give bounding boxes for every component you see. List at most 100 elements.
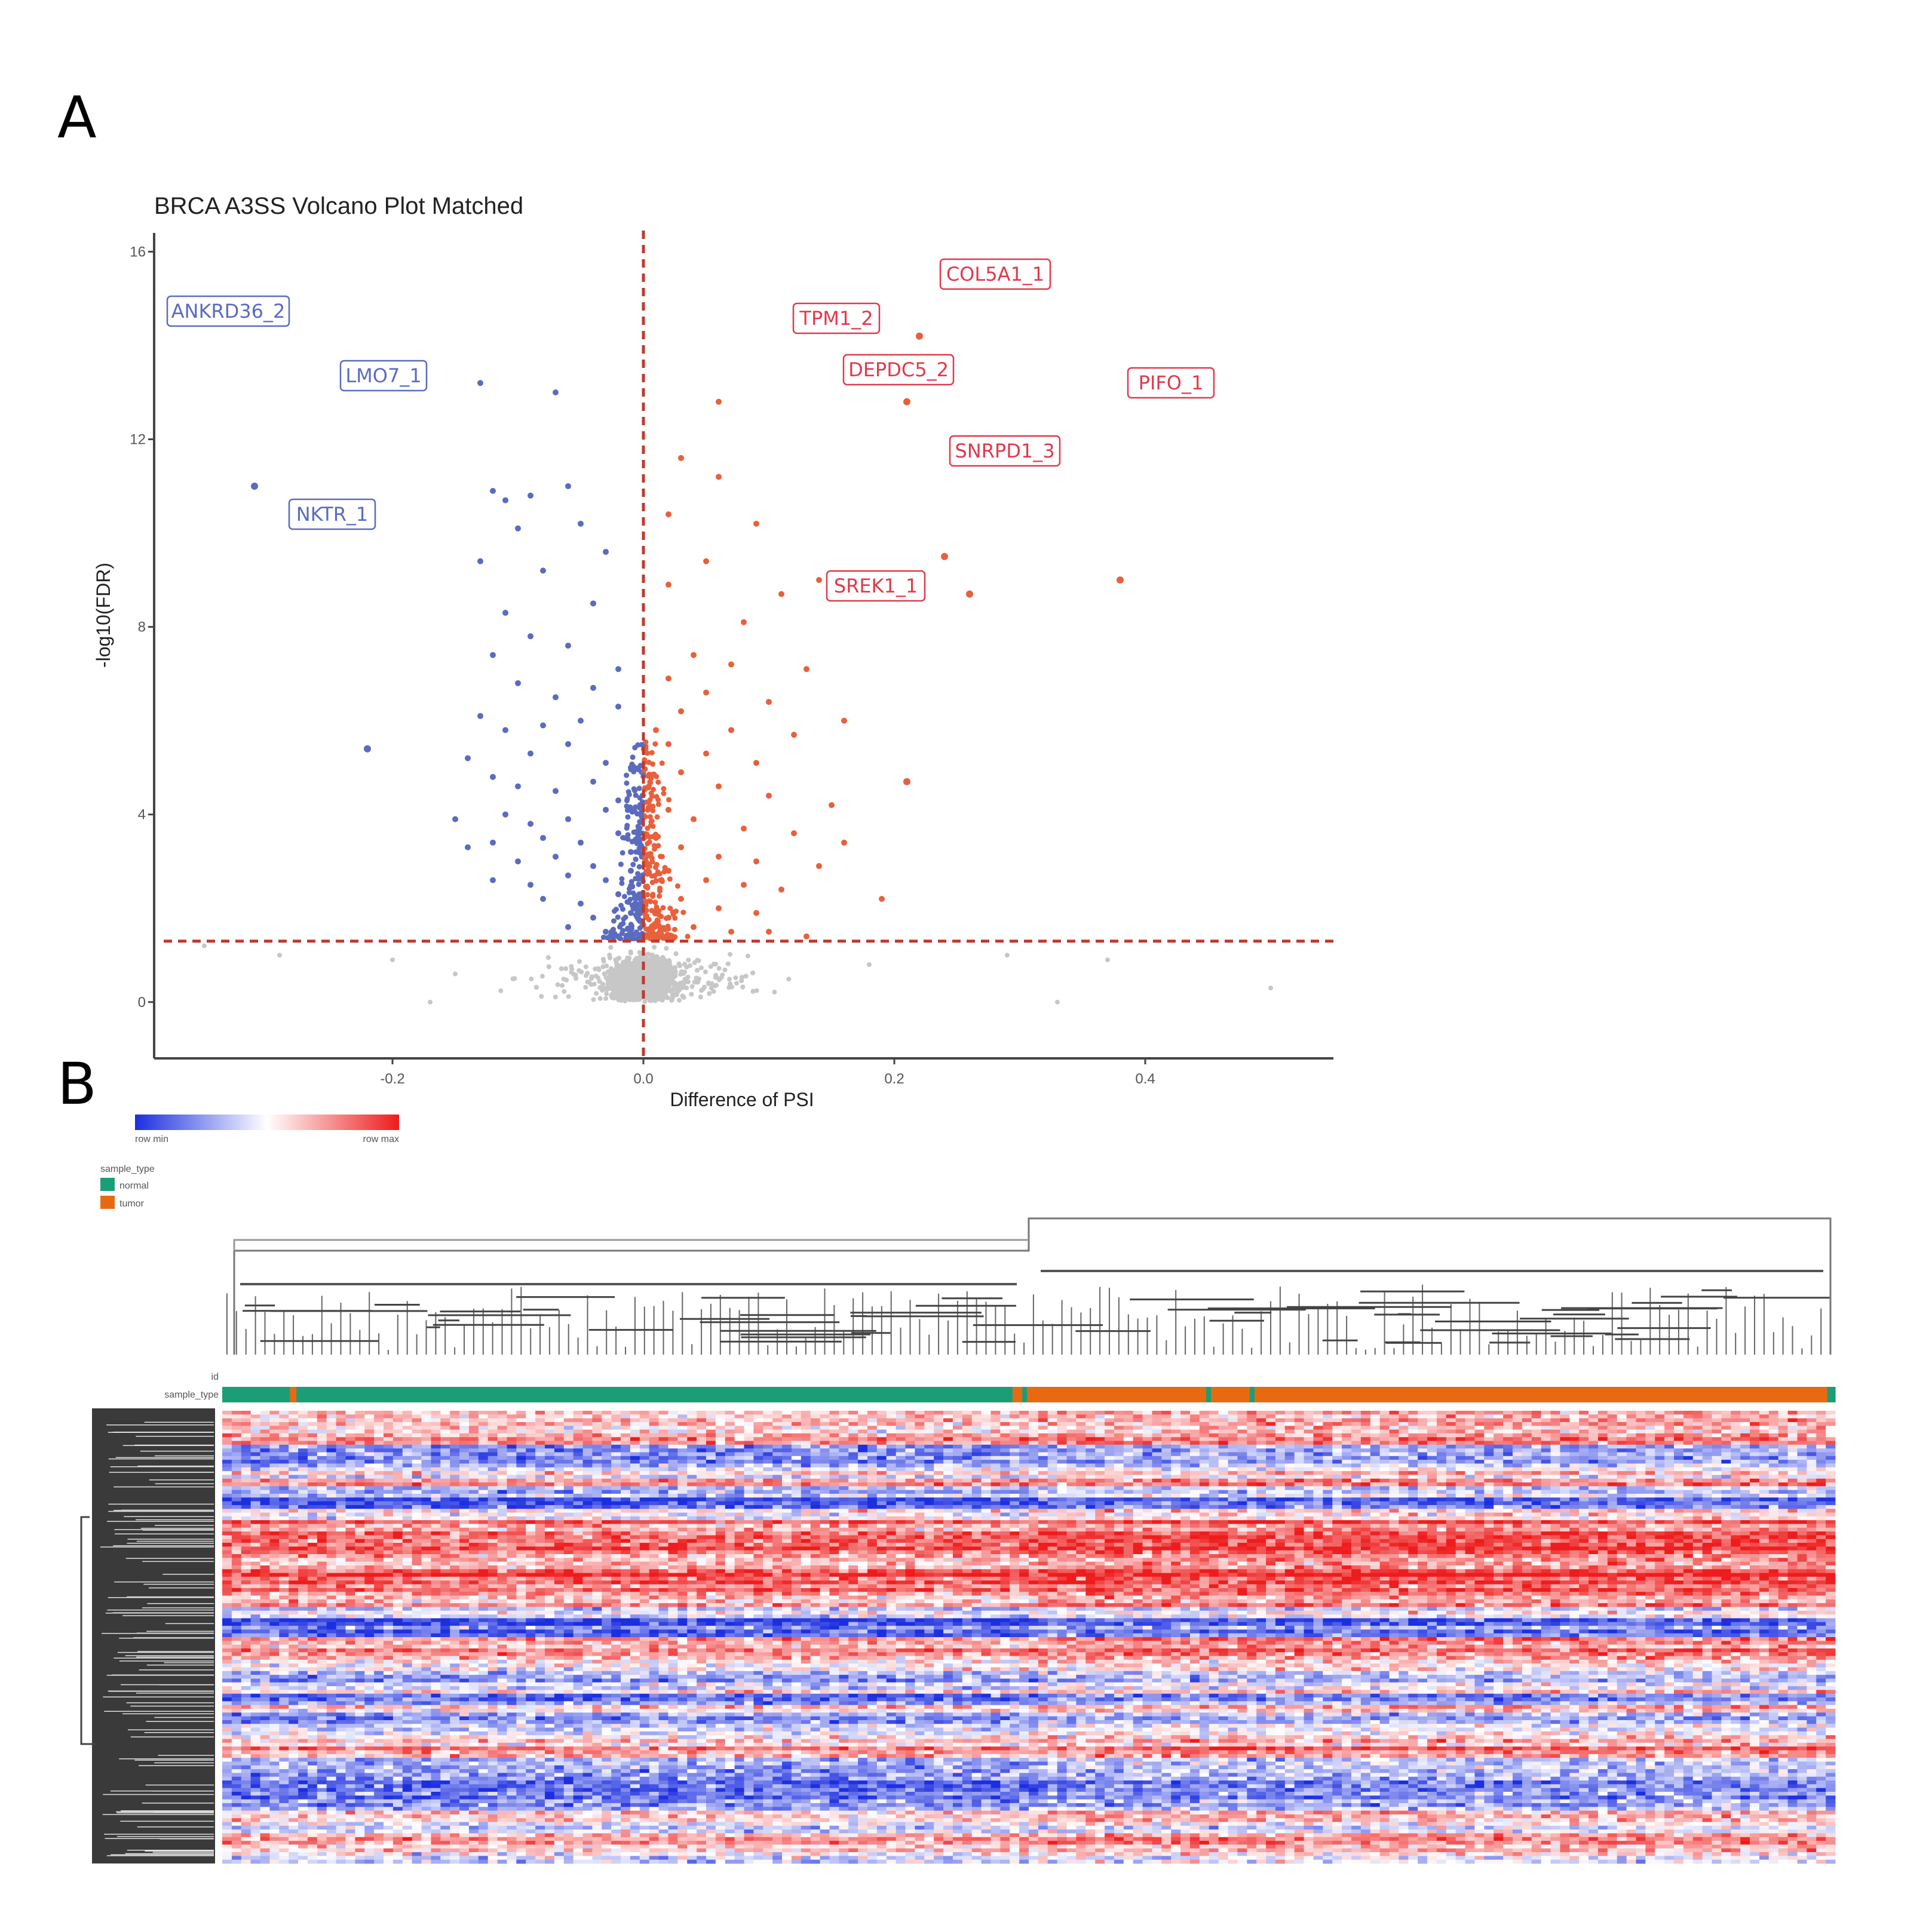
heatmap-cell [1541, 1414, 1551, 1419]
heatmap-cell [905, 1429, 915, 1434]
heatmap-cell [1057, 1422, 1067, 1426]
heatmap-cell [1446, 1441, 1456, 1445]
heatmap-cell [1190, 1426, 1200, 1430]
heatmap-cell [1446, 1414, 1456, 1419]
annotation-segment-tumor [1013, 1387, 1023, 1402]
heatmap-cell [1095, 1414, 1105, 1419]
heatmap-cell [1342, 1429, 1352, 1434]
heatmap-cell [573, 1422, 583, 1426]
heatmap-cell [1123, 1433, 1134, 1438]
heatmap-cell [1664, 1411, 1675, 1415]
down-point [477, 558, 483, 564]
heatmap-cell [782, 1422, 792, 1426]
heatmap-cell [1304, 1422, 1314, 1426]
heatmap-cell [1759, 1441, 1770, 1445]
heatmap-cell [1152, 1422, 1162, 1426]
heatmap-cell [1294, 1426, 1304, 1430]
down-point [540, 896, 546, 902]
heatmap-cell [1066, 1418, 1077, 1423]
heatmap-cell [231, 1414, 242, 1419]
heatmap-cell [374, 1414, 384, 1419]
heatmap-cell [1266, 1444, 1276, 1449]
heatmap-cell [1550, 1414, 1560, 1419]
labeled-point [903, 398, 910, 406]
heatmap-cell [1522, 1426, 1532, 1430]
heatmap-cell [829, 1418, 839, 1423]
heatmap-cell [1503, 1444, 1513, 1449]
heatmap-cell [876, 1418, 887, 1423]
heatmap-cell [1731, 1437, 1741, 1441]
ns-point [608, 955, 612, 960]
up-point [657, 888, 663, 894]
heatmap-cell [1114, 1422, 1124, 1426]
heatmap-cell [1759, 1444, 1770, 1449]
up-point [879, 896, 885, 902]
heatmap-cell [1399, 1437, 1409, 1441]
heatmap-cell [1085, 1433, 1096, 1438]
heatmap-cell [1029, 1433, 1039, 1438]
heatmap-cell [1579, 1433, 1589, 1438]
heatmap-cell [1076, 1414, 1086, 1419]
up-point [666, 914, 671, 921]
heatmap-cell [1455, 1429, 1465, 1434]
heatmap-cell [1455, 1422, 1465, 1426]
heatmap-cell [317, 1429, 327, 1434]
heatmap-cell [1209, 1429, 1219, 1434]
heatmap-cell [602, 1426, 612, 1430]
ns-point [533, 985, 539, 990]
heatmap-cell [1256, 1426, 1266, 1430]
heatmap-cell [801, 1437, 811, 1441]
heatmap-cell [1047, 1429, 1058, 1434]
heatmap-cell [582, 1444, 593, 1449]
heatmap-cell [782, 1414, 792, 1419]
ns-point [553, 994, 558, 1000]
heatmap-cell [1332, 1448, 1342, 1453]
heatmap-cell [782, 1426, 792, 1430]
heatmap-cell [1399, 1426, 1409, 1430]
heatmap-cell [289, 1426, 299, 1430]
heatmap-cell [1256, 1422, 1266, 1426]
heatmap-cell [858, 1437, 868, 1441]
heatmap-cell [1370, 1422, 1381, 1426]
heatmap-cell [611, 1414, 621, 1419]
heatmap-cell [1399, 1444, 1409, 1449]
heatmap-cell [1389, 1411, 1399, 1415]
heatmap-cell [1379, 1444, 1390, 1449]
heatmap-cell [1389, 1426, 1399, 1430]
up-point [691, 924, 697, 931]
heatmap-cell [1626, 1422, 1636, 1426]
down-point [565, 816, 571, 822]
down-point [615, 891, 621, 898]
heatmap-cell [1085, 1426, 1096, 1430]
heatmap-cell [1740, 1411, 1750, 1415]
heatmap-cell [1351, 1429, 1361, 1434]
heatmap-cell [1541, 1429, 1551, 1434]
heatmap-cell [1778, 1429, 1788, 1434]
heatmap-cell [1266, 1437, 1276, 1441]
heatmap-cell [355, 1414, 365, 1419]
heatmap-cell [1114, 1414, 1124, 1419]
heatmap-cell [896, 1429, 906, 1434]
ns-point [615, 977, 621, 983]
heatmap-cell [668, 1441, 678, 1445]
up-point [703, 558, 709, 564]
heatmap-cell [962, 1411, 973, 1415]
heatmap-cell [1105, 1444, 1115, 1449]
heatmap-cell [384, 1426, 394, 1430]
heatmap-cell [1759, 1411, 1770, 1415]
heatmap-cell [336, 1411, 346, 1415]
heatmap-cell [962, 1414, 973, 1419]
y-tick-label: 16 [130, 244, 146, 260]
heatmap-cell [772, 1433, 783, 1438]
heatmap-cell [630, 1441, 640, 1445]
heatmap-cell [1114, 1437, 1124, 1441]
heatmap-cell [487, 1414, 498, 1419]
heatmap-cell [1455, 1441, 1465, 1445]
heatmap-cell [639, 1437, 650, 1441]
heatmap-cell [1807, 1426, 1817, 1430]
heatmap-cell [1284, 1414, 1295, 1419]
heatmap-cell [1617, 1429, 1627, 1434]
ns-point [692, 960, 697, 965]
heatmap-cell [1171, 1433, 1181, 1438]
heatmap-cell [1569, 1411, 1580, 1415]
